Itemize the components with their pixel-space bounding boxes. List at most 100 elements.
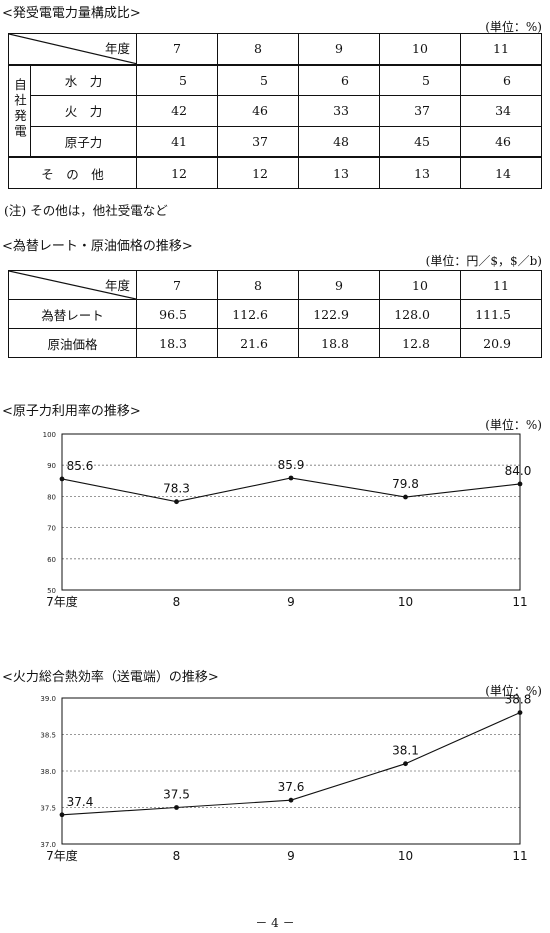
composition-title: <発受電電力量構成比> (2, 6, 141, 21)
x-tick-label: 9 (287, 595, 295, 609)
x-tick-label: 11 (512, 595, 527, 609)
group-label: 自社発電 (12, 78, 27, 141)
value-cell: 12.8 (379, 328, 461, 358)
value-cell: 128.0 (379, 299, 461, 329)
data-point (59, 812, 65, 818)
data-label: 79.8 (392, 477, 419, 491)
row-label: 原子力 (30, 125, 137, 158)
y-tick-label: 50 (47, 587, 56, 595)
x-tick-label: 8 (173, 595, 181, 609)
table-row: 火 力 42 46 33 37 34 (9, 95, 542, 127)
data-point (403, 761, 408, 767)
composition-unit: (単位：%) (485, 20, 542, 34)
y-tick-label: 38.0 (40, 768, 56, 776)
year-cell: 10 (379, 270, 461, 300)
x-tick-label: 7年度 (46, 594, 78, 609)
data-point (174, 805, 179, 810)
year-header-cell: 年度 (8, 270, 137, 300)
row-label: 為替レート (8, 299, 137, 329)
row-label: 水 力 (30, 63, 137, 97)
nuclear-title: <原子力利用率の推移> (2, 404, 141, 419)
value-cell: 37 (379, 95, 461, 127)
year-cell: 9 (298, 32, 380, 66)
year-header-cell: 年度 (8, 32, 137, 66)
composition-note: (注) その他は，他社受電など (4, 203, 168, 218)
y-tick-label: 80 (47, 493, 56, 501)
row-label: 火 力 (30, 95, 137, 127)
y-tick-label: 37.0 (40, 841, 56, 849)
nuclear-unit: (単位：%) (485, 418, 542, 432)
value-cell: 96.5 (136, 299, 218, 329)
thermal-unit: (単位：%) (485, 684, 542, 698)
series-line (61, 477, 521, 503)
value-cell: 111.5 (460, 299, 542, 329)
value-cell: 20.9 (460, 328, 542, 358)
data-point (174, 499, 179, 505)
exchange-header-row: 年度 7 8 9 10 11 (8, 270, 542, 300)
year-cell: 8 (217, 270, 299, 300)
value-cell: 6 (460, 63, 542, 97)
value-cell: 5 (136, 63, 218, 97)
data-label: 37.5 (163, 788, 190, 802)
value-cell: 18.8 (298, 328, 380, 358)
thermal-chart: 39.0 38.5 38.0 37.5 37.0 7年度 8 9 10 11 37.4 37.5 37.… (0, 693, 550, 882)
value-cell: 13 (298, 156, 380, 190)
y-tick-label: 60 (47, 556, 56, 564)
value-cell: 46 (460, 125, 542, 158)
year-header-label: 年度 (104, 41, 130, 56)
value-cell: 46 (217, 95, 299, 127)
value-cell: 12 (217, 156, 299, 190)
year-header-label: 年度 (104, 278, 130, 293)
year-cell: 8 (217, 32, 299, 66)
value-cell: 122.9 (298, 299, 380, 329)
exchange-table: 年度 7 8 9 10 11 為替レート 96.5 112.6 122.9 12… (8, 270, 542, 358)
composition-header-row: 年度 7 8 9 10 11 (8, 32, 542, 66)
y-tick-label: 37.5 (40, 805, 56, 813)
value-cell: 112.6 (217, 299, 299, 329)
value-cell: 42 (136, 95, 218, 127)
table-row: 自社発電 水 力 5 5 6 5 6 (8, 63, 542, 158)
year-cell: 7 (136, 32, 218, 66)
value-cell: 34 (460, 95, 542, 127)
value-cell: 13 (379, 156, 461, 190)
y-tick-label: 90 (47, 462, 56, 470)
value-cell: 6 (298, 63, 380, 97)
value-cell: 41 (136, 125, 218, 158)
y-tick-label: 38.5 (40, 732, 56, 740)
x-tick-label: 10 (398, 595, 413, 609)
data-label: 38.1 (392, 744, 419, 758)
value-cell: 5 (379, 63, 461, 97)
diagonal-line (9, 271, 136, 299)
y-tick-label: 100 (43, 431, 56, 439)
thermal-title: <火力総合熱効率（送電端）の推移> (2, 670, 219, 685)
data-label: 38.8 (505, 694, 532, 707)
diagonal-line (9, 34, 136, 64)
data-label: 85.9 (278, 458, 305, 472)
data-label: 37.4 (67, 795, 94, 809)
x-tick-label: 10 (398, 849, 413, 863)
plot-frame (61, 433, 521, 591)
year-cell: 7 (136, 270, 218, 300)
data-point (288, 475, 294, 481)
y-tick-label: 70 (47, 525, 56, 533)
data-label: 84.0 (505, 464, 532, 478)
value-cell: 12 (136, 156, 218, 190)
table-row: 原子力 41 37 48 45 46 (9, 125, 542, 158)
data-label: 85.6 (67, 459, 94, 473)
year-cell: 10 (379, 32, 461, 66)
x-tick-label: 9 (287, 849, 295, 863)
data-point (403, 494, 408, 500)
data-point (517, 710, 523, 715)
exchange-title: <為替レート・原油価格の推移> (2, 239, 193, 254)
year-cell: 11 (460, 270, 542, 300)
nuclear-chart: 100 90 80 70 60 50 7年度 8 9 10 11 85.6 78.3 85.9 79.8 84… (0, 428, 550, 613)
year-cell: 9 (298, 270, 380, 300)
x-tick-label: 11 (512, 849, 527, 863)
data-label: 78.3 (163, 482, 190, 496)
x-tick-label: 7年度 (46, 848, 78, 863)
table-row: 原油価格 18.3 21.6 18.8 12.8 20.9 (8, 328, 542, 358)
value-cell: 21.6 (217, 328, 299, 358)
value-cell: 48 (298, 125, 380, 158)
value-cell: 14 (460, 156, 542, 190)
